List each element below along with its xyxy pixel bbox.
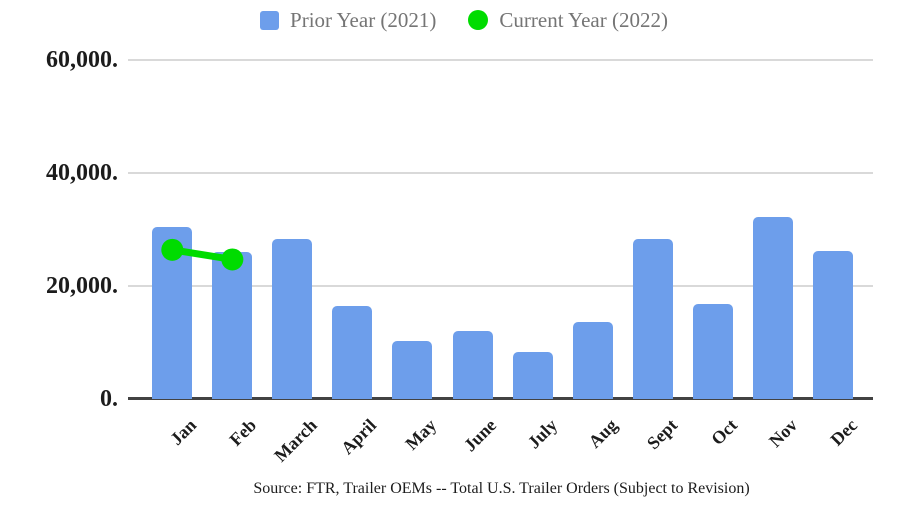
bar-oct xyxy=(692,304,733,399)
bar-july xyxy=(512,351,553,399)
y-tick-label: 40,000. xyxy=(46,160,118,186)
y-tick-label: 20,000. xyxy=(46,273,118,299)
legend-item-prior-year: Prior Year (2021) xyxy=(260,8,436,33)
x-tick-label-sept: Sept xyxy=(642,415,681,454)
current-year-swatch-icon xyxy=(468,10,489,30)
x-tick-label-june: June xyxy=(460,415,501,456)
bar-april xyxy=(332,306,373,399)
x-tick-label-april: April xyxy=(337,415,381,459)
legend-label-prior-year: Prior Year (2021) xyxy=(290,7,437,32)
bar-march xyxy=(272,239,313,399)
chart-legend: Prior Year (2021) Current Year (2022) xyxy=(0,2,900,38)
bar-may xyxy=(392,341,433,399)
x-tick-label-oct: Oct xyxy=(706,415,741,449)
x-tick-label-nov: Nov xyxy=(764,415,801,452)
x-axis: Jan Feb March April May June July Aug Sept Oct Nov… xyxy=(130,399,873,471)
bar-feb xyxy=(212,252,253,399)
gridline-20000 xyxy=(128,285,873,287)
x-tick-label-march: March xyxy=(269,415,321,466)
x-axis-line xyxy=(128,397,873,400)
x-tick-label-july: July xyxy=(523,415,561,453)
x-tick-label-dec: Dec xyxy=(826,415,861,450)
gridline-60000 xyxy=(128,59,873,61)
x-tick-label-may: May xyxy=(401,415,441,454)
x-tick-label-jan: Jan xyxy=(166,415,201,449)
bar-jan xyxy=(152,227,193,399)
x-tick-label-aug: Aug xyxy=(583,415,621,452)
y-tick-label: 0. xyxy=(100,386,118,412)
source-footnote: Source: FTR, Trailer OEMs -- Total U.S. … xyxy=(253,480,750,497)
bar-aug xyxy=(572,321,613,399)
y-tick-label: 60,000. xyxy=(46,47,118,73)
bar-nov xyxy=(752,217,793,399)
legend-item-current-year: Current Year (2022) xyxy=(468,8,668,33)
legend-label-current-year: Current Year (2022) xyxy=(499,7,668,32)
bar-dec xyxy=(812,250,853,399)
gridline-40000 xyxy=(128,172,873,174)
x-tick-label-feb: Feb xyxy=(225,415,261,450)
prior-year-swatch-icon xyxy=(260,10,280,30)
bar-sept xyxy=(632,239,673,399)
plot-area xyxy=(128,59,873,400)
y-axis: 0. 20,000. 40,000. 60,000. xyxy=(0,0,118,506)
bar-june xyxy=(452,330,493,399)
